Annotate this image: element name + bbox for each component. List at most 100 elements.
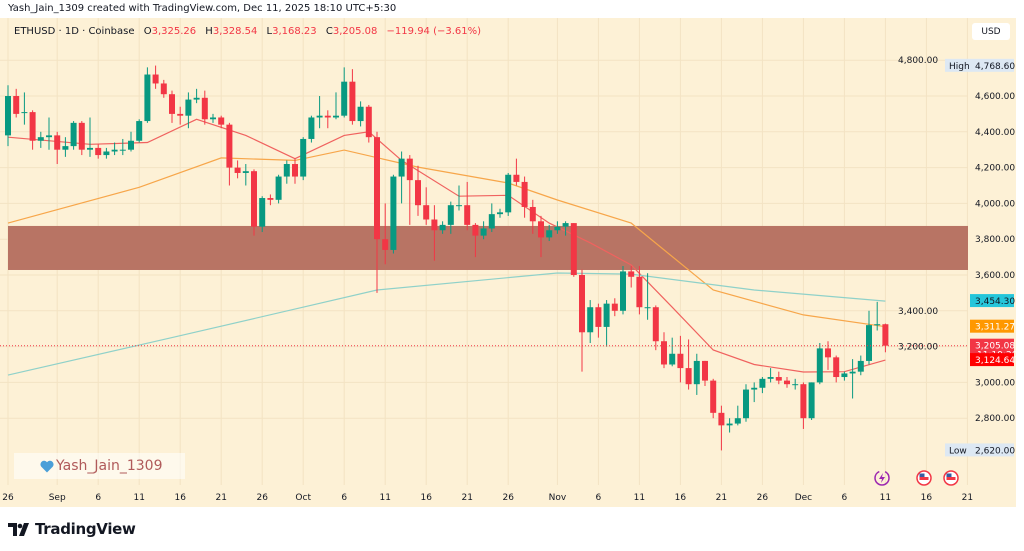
candle[interactable]	[866, 310, 872, 365]
candle[interactable]	[423, 187, 430, 225]
candle[interactable]	[652, 305, 659, 351]
candle[interactable]	[37, 131, 44, 148]
candle[interactable]	[447, 201, 454, 234]
candle[interactable]	[611, 298, 618, 317]
candle[interactable]	[644, 273, 651, 320]
candle[interactable]	[103, 147, 110, 159]
candle[interactable]	[800, 382, 807, 429]
candle[interactable]	[726, 418, 733, 433]
candle[interactable]	[226, 122, 233, 186]
candle[interactable]	[431, 205, 438, 261]
candle[interactable]	[292, 158, 298, 184]
candle[interactable]	[316, 96, 323, 129]
candle[interactable]	[21, 92, 28, 125]
candle[interactable]	[546, 224, 553, 241]
candle[interactable]	[374, 131, 380, 293]
tradingview-logo[interactable]: TradingView	[8, 520, 136, 538]
candle[interactable]	[365, 104, 372, 143]
candle[interactable]	[759, 377, 766, 394]
symbol-info[interactable]: ETHUSD · 1D · Coinbase	[14, 26, 135, 37]
candle[interactable]	[210, 113, 216, 123]
candle[interactable]	[743, 384, 749, 422]
candle[interactable]	[382, 203, 389, 265]
candle[interactable]	[54, 131, 61, 165]
candle[interactable]	[333, 92, 339, 120]
candle[interactable]	[587, 300, 594, 344]
candle[interactable]	[882, 323, 889, 353]
candle[interactable]	[579, 269, 585, 372]
candle[interactable]	[111, 142, 118, 156]
candle[interactable]	[669, 337, 676, 367]
candle[interactable]	[62, 137, 69, 157]
candle[interactable]	[128, 131, 134, 152]
candle[interactable]	[357, 101, 364, 127]
candle[interactable]	[201, 90, 208, 125]
candle[interactable]	[808, 382, 815, 420]
candle[interactable]	[119, 138, 126, 156]
candle[interactable]	[603, 300, 610, 347]
candle[interactable]	[87, 117, 93, 157]
candle[interactable]	[300, 137, 307, 181]
candle[interactable]	[693, 353, 700, 395]
candle[interactable]	[767, 368, 774, 383]
us-flag-event-icon[interactable]	[916, 470, 932, 486]
candle[interactable]	[734, 405, 741, 426]
candle[interactable]	[620, 266, 626, 315]
candle[interactable]	[415, 165, 421, 216]
candle[interactable]	[46, 117, 52, 150]
candle[interactable]	[144, 67, 151, 123]
candle[interactable]	[570, 223, 577, 277]
candle[interactable]	[554, 221, 561, 234]
candle[interactable]	[398, 151, 405, 204]
candle[interactable]	[349, 69, 356, 125]
candle[interactable]	[218, 115, 225, 129]
candle[interactable]	[529, 199, 536, 234]
candle[interactable]	[160, 79, 167, 98]
candle[interactable]	[185, 92, 192, 129]
candle[interactable]	[251, 169, 257, 236]
candle[interactable]	[718, 405, 725, 451]
candle[interactable]	[784, 377, 790, 388]
candle[interactable]	[70, 121, 77, 150]
candle[interactable]	[538, 215, 544, 258]
candle[interactable]	[685, 339, 692, 390]
candle[interactable]	[702, 360, 708, 386]
candle[interactable]	[390, 174, 397, 254]
candle[interactable]	[242, 164, 249, 186]
candle[interactable]	[29, 110, 36, 150]
candle[interactable]	[505, 172, 512, 216]
candle[interactable]	[677, 335, 684, 383]
candle[interactable]	[488, 203, 495, 233]
candle[interactable]	[661, 332, 667, 369]
candle[interactable]	[275, 174, 282, 204]
candle[interactable]	[628, 266, 635, 288]
candle[interactable]	[751, 382, 758, 403]
candle[interactable]	[308, 115, 315, 143]
candle[interactable]	[464, 181, 471, 231]
candle[interactable]	[169, 90, 175, 123]
candle[interactable]	[177, 106, 184, 125]
candle[interactable]	[497, 208, 503, 218]
candle[interactable]	[78, 121, 85, 156]
candle[interactable]	[193, 88, 200, 104]
candle[interactable]	[841, 371, 848, 381]
candle[interactable]	[341, 67, 348, 118]
candle[interactable]	[874, 301, 881, 331]
candle[interactable]	[267, 194, 274, 206]
lightning-event-icon[interactable]	[874, 470, 890, 486]
candle[interactable]	[710, 378, 717, 419]
candle[interactable]	[792, 378, 799, 390]
candle[interactable]	[775, 371, 782, 385]
candle[interactable]	[849, 359, 856, 399]
currency-button[interactable]: USD	[972, 23, 1010, 40]
candle[interactable]	[324, 110, 331, 129]
candle[interactable]	[439, 221, 446, 234]
candle[interactable]	[136, 119, 143, 143]
candle[interactable]	[283, 160, 290, 184]
candle[interactable]	[406, 155, 413, 225]
candle[interactable]	[480, 221, 487, 240]
candle[interactable]	[833, 355, 840, 383]
candle[interactable]	[816, 343, 823, 385]
candle[interactable]	[5, 85, 11, 147]
